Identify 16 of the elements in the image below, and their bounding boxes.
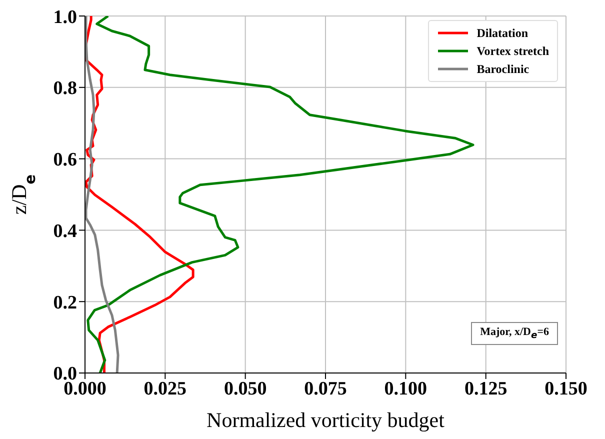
x-tick-label: 0.100 bbox=[384, 378, 428, 400]
x-tick-label: 0.075 bbox=[304, 378, 347, 400]
y-tick-label: 0.4 bbox=[53, 220, 78, 242]
y-tick-label: 0.8 bbox=[53, 78, 77, 100]
y-tick-label: 1.0 bbox=[53, 6, 77, 28]
x-tick-label: 0.150 bbox=[544, 378, 588, 400]
y-tick-label: 0.6 bbox=[53, 150, 77, 171]
legend-label: Baroclinic bbox=[476, 61, 530, 78]
x-tick-label: 0.025 bbox=[144, 378, 187, 400]
y-tick-label: 0.2 bbox=[53, 292, 77, 314]
legend-label: Vortex stretch bbox=[476, 43, 549, 60]
annotation: Major, x/D$_{e}$=6 bbox=[480, 326, 549, 342]
x-tick-label: 0.050 bbox=[224, 378, 267, 400]
x-axis-title: Normalized vorticity budget bbox=[206, 408, 445, 432]
legend-label: Dilatation bbox=[476, 25, 528, 42]
x-tick-label: 0.125 bbox=[464, 378, 508, 400]
